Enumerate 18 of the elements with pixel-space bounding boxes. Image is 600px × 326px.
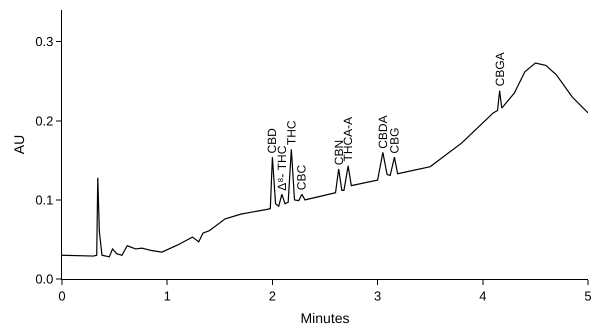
annotation: CBDA bbox=[376, 115, 390, 149]
x-tick-label: 2 bbox=[268, 288, 276, 304]
annotation: CBC bbox=[294, 164, 309, 190]
annotation: Δ⁸- THC bbox=[275, 145, 290, 191]
x-tick-label: 3 bbox=[374, 288, 382, 304]
annotation: CBG bbox=[387, 128, 402, 154]
x-tick-label: 5 bbox=[584, 288, 592, 304]
annotation: THC bbox=[284, 120, 299, 146]
y-axis-title: AU bbox=[11, 134, 27, 154]
x-axis-title: Minutes bbox=[300, 310, 350, 326]
y-tick-label: 0.3 bbox=[35, 34, 54, 50]
y-tick-label: 0.0 bbox=[35, 272, 54, 287]
annotation: CBGA bbox=[492, 52, 507, 86]
x-tick-label: 1 bbox=[164, 288, 171, 304]
y-tick-label: 0.2 bbox=[35, 113, 54, 128]
y-tick-label: 0.1 bbox=[35, 192, 54, 208]
x-tick-label: 0 bbox=[58, 288, 66, 304]
x-tick-label: 4 bbox=[479, 288, 486, 304]
